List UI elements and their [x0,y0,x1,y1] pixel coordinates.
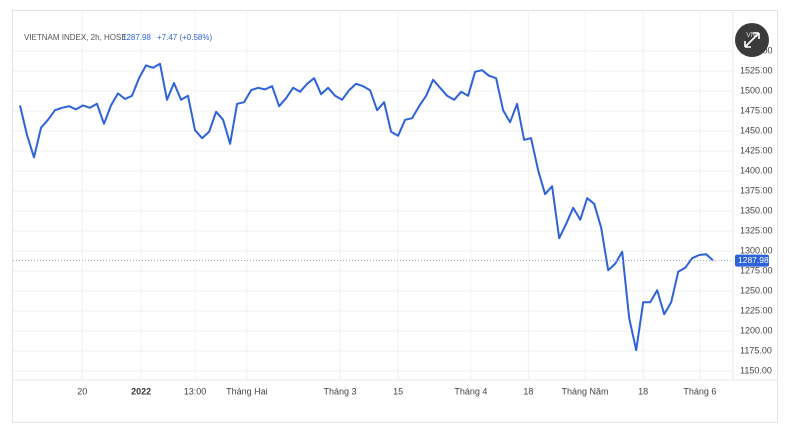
y-tick-label: 1275.00 [740,265,773,275]
frame [12,10,778,423]
y-tick-label: 1200.00 [740,325,773,335]
y-tick-label: 1425.00 [740,145,773,155]
legend-title: VIETNAM INDEX, 2h, HOSE [24,33,127,42]
y-tick-label: 1225.00 [740,305,773,315]
y-tick-label: 1150.00 [740,365,772,375]
y-tick-label: 1500.00 [740,85,773,95]
x-tick-label: Tháng Hai [226,386,268,396]
x-tick-label: Tháng 4 [454,386,487,396]
y-tick-label: 1350.00 [740,205,773,215]
y-tick-label: 1175.00 [740,345,772,355]
overlay: 1287.98 [735,254,769,267]
y-tick-label: 1375.00 [740,185,773,195]
x-tick-label: 20 [77,386,87,396]
x-tick-label: 18 [523,386,533,396]
x-tick-label: 13:00 [184,386,207,396]
grid [13,11,733,380]
last-price-label: 1287.98 [738,255,769,265]
expand-icon [744,32,760,48]
legend-change: +7.47 (+0.58%) [157,33,212,42]
y-tick-label: 1250.00 [740,285,773,295]
y-tick-label: 1450.00 [740,125,773,135]
plot: 1150.00 1175.00 1200.00 1225.00 1250.00 1275.… [13,45,773,396]
x-tick-label: Tháng Năm [562,386,609,396]
legend-price: 1287.98 [122,33,151,42]
last-price-badge [735,254,769,267]
y-tick-label: 1525.00 [740,65,773,75]
price-line [19,62,714,352]
x-tick-label: Tháng 3 [323,386,356,396]
x-tick-label: 15 [393,386,403,396]
y-tick-label: 1300.00 [740,245,773,255]
y-tick-label: 1325.00 [740,225,773,235]
y-tick-label: 1475.00 [740,105,773,115]
x-tick-label: 2022 [131,386,151,396]
x-tick-label: Tháng 6 [683,386,716,396]
x-tick-label: 18 [638,386,648,396]
symbol-badge: VNI [746,32,758,39]
y-tick-label: 1400.00 [740,165,773,175]
